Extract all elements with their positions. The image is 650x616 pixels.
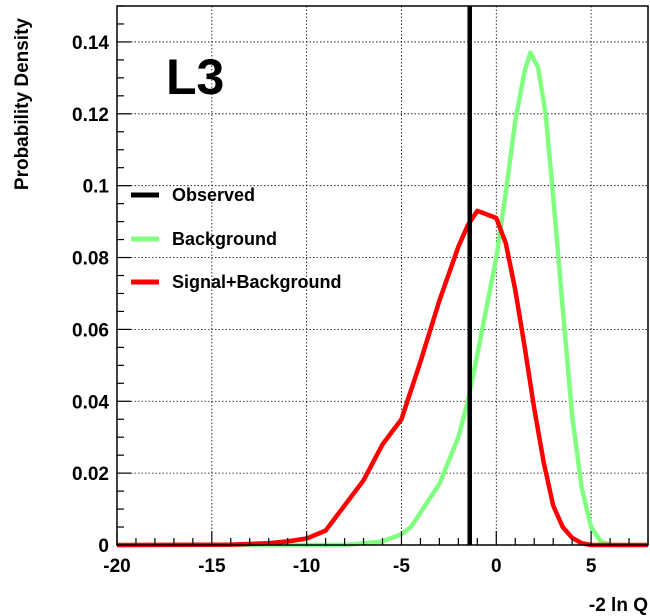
x-tick-label: -15 [198,556,226,577]
x-tick-label: -20 [103,556,130,577]
series-line-signal-background [116,208,648,548]
experiment-label: L3 [166,49,224,105]
x-tick-label: 5 [586,556,597,577]
y-tick-label: 0.12 [72,105,109,126]
x-axis-label: -2 ln Q [589,595,648,616]
y-axis-label: Probability Density [12,18,33,191]
legend: Observed Background Signal+Background [131,185,342,292]
y-tick-label: 0.04 [72,392,109,413]
y-tick-label: 0 [98,536,109,557]
x-tick-label: 0 [491,556,502,577]
y-tick-label: 0.02 [72,464,109,485]
grid [117,6,648,545]
curves [116,6,648,548]
y-tick-label: 0.06 [72,320,109,341]
y-tick-label: 0.08 [72,249,109,270]
legend-label-signal-background: Signal+Background [172,272,342,292]
tick-labels: -20 -15 -10 -5 0 5 0 0.02 0.04 0.06 0.08 0.1 0.12 0.1… [72,33,597,577]
x-tick-label: -5 [393,556,410,577]
series-line-background [117,50,648,548]
y-tick-label: 0.14 [72,33,109,54]
legend-label-observed: Observed [172,185,255,205]
axis-ticks [116,5,649,546]
legend-label-background: Background [172,229,277,249]
x-tick-label: -10 [293,556,320,577]
y-tick-label: 0.1 [83,177,110,198]
